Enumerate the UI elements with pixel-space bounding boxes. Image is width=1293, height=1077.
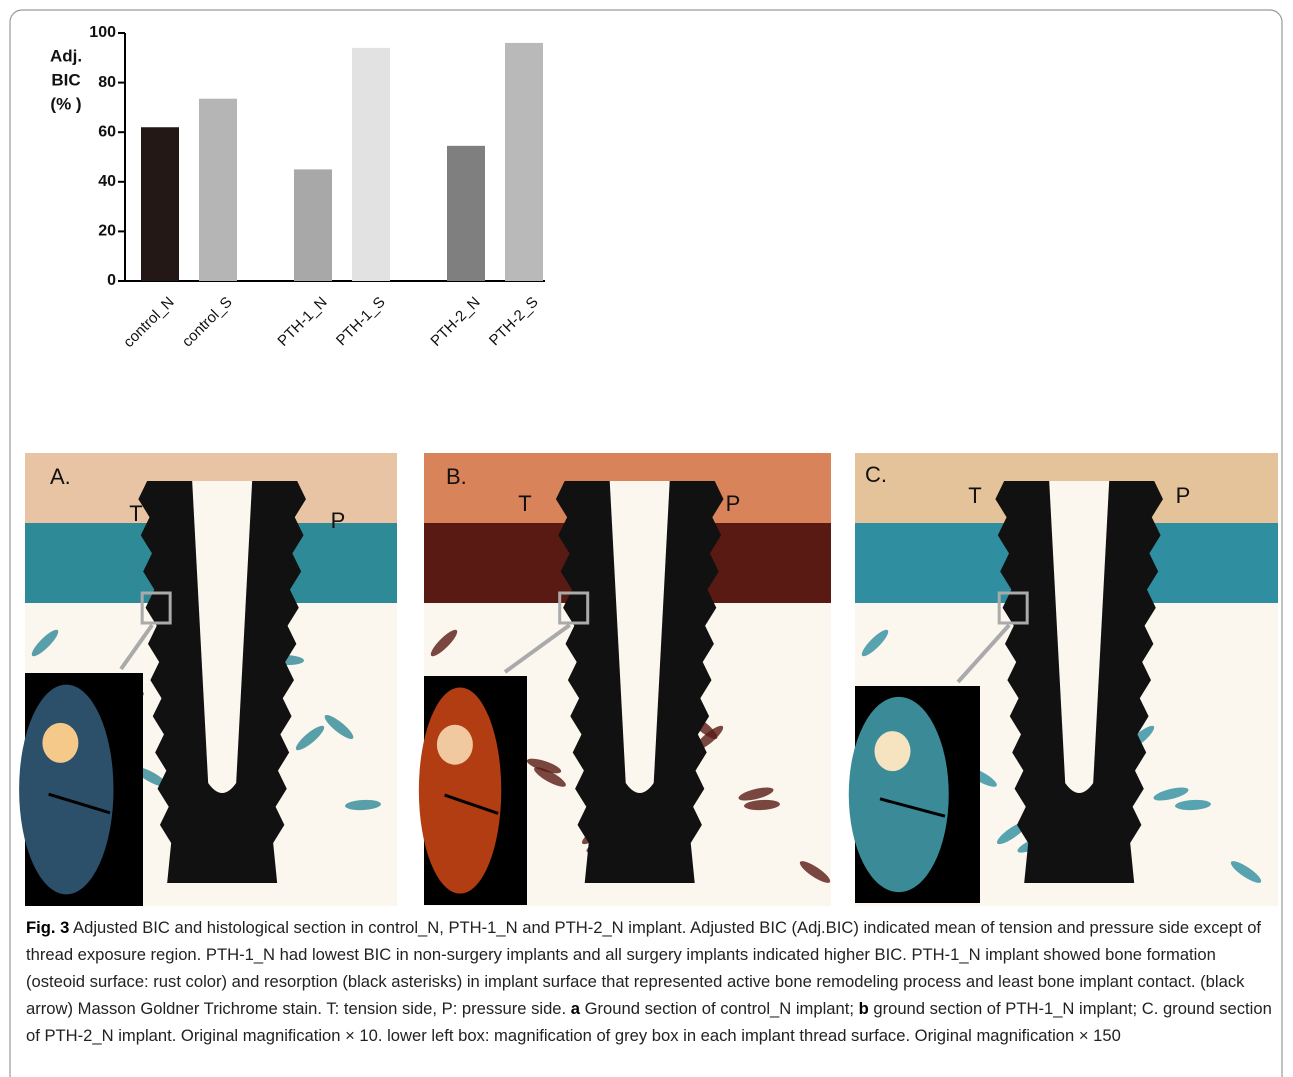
tension-label: T bbox=[518, 491, 531, 516]
trabecula bbox=[1153, 787, 1189, 801]
panel-label: B. bbox=[446, 464, 467, 489]
trabecula bbox=[324, 715, 354, 739]
trabecula bbox=[861, 629, 889, 657]
trabecula bbox=[295, 725, 325, 751]
grey-box bbox=[558, 591, 590, 625]
y-tick-label: 0 bbox=[107, 272, 116, 289]
trabecula bbox=[799, 861, 831, 883]
grey-pointer bbox=[503, 623, 571, 674]
grey-box bbox=[140, 591, 172, 625]
inset-tissue bbox=[418, 687, 502, 894]
caption-panel-letter: b bbox=[858, 999, 869, 1018]
panel-label: A. bbox=[50, 464, 71, 489]
inset-arrow bbox=[48, 792, 111, 815]
caption: Fig. 3 Adjusted BIC and histological sec… bbox=[26, 914, 1274, 1049]
implant-bore bbox=[609, 481, 670, 793]
bar bbox=[505, 42, 543, 281]
bar bbox=[199, 98, 237, 281]
trabecula bbox=[430, 629, 458, 657]
histology-panel: C. T P bbox=[848, 453, 1278, 906]
x-tick-label: PTH-2_S bbox=[486, 294, 542, 350]
grey-box bbox=[997, 591, 1029, 625]
pressure-label: P bbox=[726, 491, 741, 516]
inset-arrow bbox=[444, 793, 499, 815]
y-tick-label: 40 bbox=[98, 173, 116, 190]
grey-pointer bbox=[956, 623, 1011, 684]
x-tick-label: PTH-1_S bbox=[333, 294, 389, 350]
bar bbox=[352, 47, 390, 281]
trabecula bbox=[1230, 861, 1262, 883]
trabecula bbox=[345, 799, 381, 811]
caption-text: Adjusted BIC and histological section in… bbox=[26, 918, 1262, 1018]
inset-spot bbox=[42, 722, 79, 763]
y-tick-label: 60 bbox=[98, 123, 116, 140]
figure-frame bbox=[9, 9, 1283, 1077]
panel-label: C. bbox=[865, 462, 887, 487]
trabecula bbox=[534, 767, 566, 787]
x-tick-label: PTH-1_N bbox=[274, 294, 330, 350]
trabecula bbox=[135, 767, 167, 787]
x-tick-label: control_S bbox=[179, 294, 236, 351]
caption-panel-letter: a bbox=[570, 999, 580, 1018]
pressure-label: P bbox=[1176, 483, 1191, 508]
y-axis-label: Adj. bbox=[50, 46, 82, 65]
caption-text: Ground section of control_N implant; bbox=[584, 999, 854, 1018]
trabecula bbox=[738, 787, 774, 801]
inset-spot bbox=[874, 731, 911, 772]
inset-tissue bbox=[848, 696, 949, 893]
histology-panel: A. T P bbox=[19, 453, 397, 906]
y-tick-label: 20 bbox=[98, 223, 116, 240]
caption-text: ground section of PTH-1_N implant; C. gr… bbox=[26, 999, 1272, 1045]
inset-spot bbox=[436, 724, 473, 765]
bar bbox=[294, 169, 332, 281]
implant-bore bbox=[192, 481, 253, 793]
tension-label: T bbox=[968, 483, 981, 508]
inset-arrow bbox=[879, 797, 946, 818]
y-axis-label: BIC bbox=[51, 70, 80, 89]
x-tick-label: PTH-2_N bbox=[427, 294, 483, 350]
tension-label: T bbox=[129, 501, 142, 526]
x-tick-label: control_N bbox=[120, 294, 177, 351]
bar bbox=[141, 127, 179, 282]
implant-bore bbox=[1049, 481, 1110, 793]
grey-pointer bbox=[119, 623, 154, 671]
trabecula bbox=[31, 629, 59, 657]
trabecula bbox=[744, 799, 780, 811]
y-tick-label: 100 bbox=[89, 24, 116, 41]
trabecula bbox=[1175, 799, 1211, 811]
caption-label: Fig. 3 bbox=[26, 918, 70, 937]
histology-panel: B. T P bbox=[418, 453, 831, 906]
trabecula bbox=[526, 758, 562, 774]
y-axis-label: (% ) bbox=[50, 94, 81, 113]
bar bbox=[447, 145, 485, 281]
inset-tissue bbox=[19, 684, 114, 895]
y-tick-label: 80 bbox=[98, 74, 116, 91]
pressure-label: P bbox=[331, 508, 346, 533]
